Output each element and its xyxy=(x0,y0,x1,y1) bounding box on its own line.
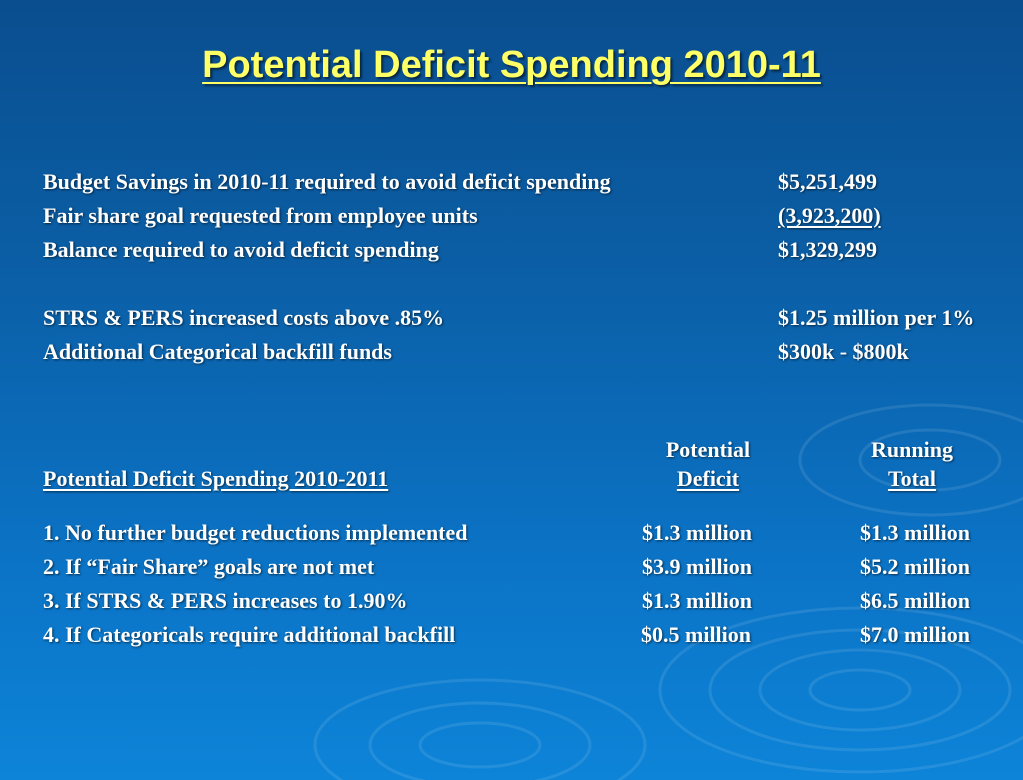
factor-label-categorical-backfill: Additional Categorical backfill funds xyxy=(43,339,392,364)
factor-value-strs-pers: $1.25 million per 1% xyxy=(778,305,975,330)
table-row-deficit: $0.5 million xyxy=(641,622,752,647)
table-row-deficit: $1.3 million xyxy=(642,520,753,545)
table-row-total: $5.2 million xyxy=(860,554,971,579)
table-row-deficit: $3.9 million xyxy=(642,554,753,579)
slide-title: Potential Deficit Spending 2010-11 xyxy=(202,44,821,86)
factor-label-strs-pers: STRS & PERS increased costs above .85% xyxy=(43,305,445,330)
summary-value-fair-share: (3,923,200) xyxy=(778,203,881,228)
summary-label-balance: Balance required to avoid deficit spendi… xyxy=(43,237,439,262)
factor-value-categorical-backfill: $300k - $800k xyxy=(778,339,909,364)
table-row-label: 1. No further budget reductions implemen… xyxy=(43,520,468,545)
summary-label-budget-savings: Budget Savings in 2010-11 required to av… xyxy=(43,169,611,194)
table-row-label: 3. If STRS & PERS increases to 1.90% xyxy=(43,588,408,613)
table-row-total: $7.0 million xyxy=(860,622,971,647)
column-header-potential-top: Potential xyxy=(665,437,751,462)
summary-label-fair-share: Fair share goal requested from employee … xyxy=(43,203,478,228)
summary-value-budget-savings: $5,251,499 xyxy=(778,169,877,194)
column-header-running-top: Running xyxy=(871,437,953,462)
table-row-deficit: $1.3 million xyxy=(642,588,753,613)
table-row-total: $1.3 million xyxy=(860,520,971,545)
column-header-deficit: Deficit xyxy=(676,466,740,491)
table-heading: Potential Deficit Spending 2010-2011 xyxy=(43,466,389,491)
table-row-label: 2. If “Fair Share” goals are not met xyxy=(43,554,375,579)
column-header-total: Total xyxy=(887,466,937,491)
table-row-label: 4. If Categoricals require additional ba… xyxy=(43,622,456,647)
table-row-total: $6.5 million xyxy=(860,588,971,613)
summary-value-balance: $1,329,299 xyxy=(778,237,877,262)
